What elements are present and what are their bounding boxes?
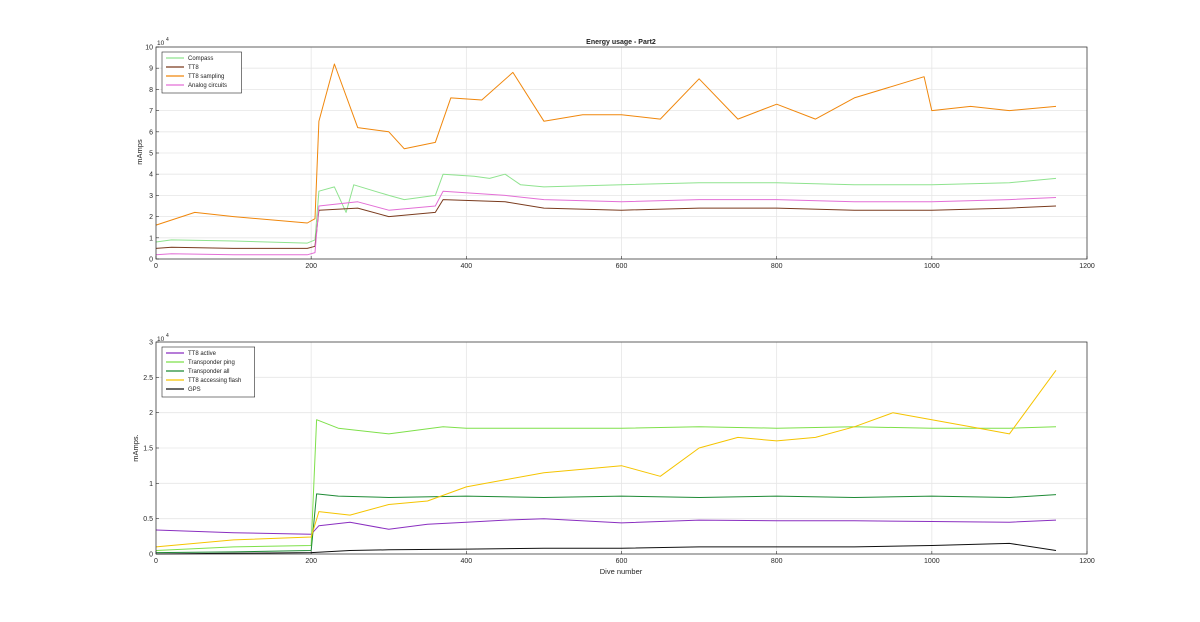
- exponent-power: 4: [166, 333, 169, 339]
- x-axis-label: Dive number: [600, 567, 643, 576]
- series-line-tt8-sampling: [155, 63, 1057, 226]
- y-tick-label: 4: [149, 172, 153, 179]
- y-tick-label: 3: [149, 340, 153, 347]
- x-tick-label: 800: [771, 263, 783, 270]
- legend: Compass TT8 TT8 sampling Analog circuits: [161, 51, 242, 94]
- x-tick-label: 0: [154, 263, 158, 270]
- energy-usage-chart: Energy usage - Part2 mAmps 10 4 0 200 400 6…: [135, 37, 1095, 270]
- legend-entry: Transponder all: [188, 369, 229, 375]
- exponent-power: 4: [166, 37, 169, 43]
- y-tick-label: 1: [149, 481, 153, 488]
- legend-entry: Compass: [188, 56, 213, 62]
- y-tick-label: 2: [149, 214, 153, 221]
- exponent-base: 10: [157, 40, 165, 47]
- y-tick-label: 2.5: [143, 375, 153, 382]
- series-line-analog-circuits: [155, 190, 1057, 256]
- y-tick-label: 6: [149, 129, 153, 136]
- x-tick-label: 1200: [1079, 263, 1095, 270]
- legend-entry: GPS: [188, 387, 201, 393]
- y-tick-label: 3: [149, 193, 153, 200]
- y-tick-label: 0: [149, 257, 153, 264]
- y-tick-label: 1.5: [143, 446, 153, 453]
- series-line-tt8-active: [155, 518, 1057, 535]
- y-tick-label: 0: [149, 552, 153, 559]
- series-line-tt8: [155, 199, 1057, 249]
- x-tick-label: 1000: [924, 558, 940, 565]
- current-draw-chart: mAmps. 10 4 Dive number 0 200 400 600 800 100…: [131, 333, 1095, 576]
- series-line-transponder-ping: [155, 419, 1057, 551]
- axes-box: [155, 341, 1088, 555]
- x-tick-label: 800: [771, 558, 783, 565]
- x-tick-label: 200: [305, 263, 317, 270]
- x-tick-label: 200: [305, 558, 317, 565]
- y-axis-exponent: 10 4: [157, 333, 169, 343]
- y-axis-label: mAmps: [135, 139, 144, 165]
- y-tick-label: 7: [149, 108, 153, 115]
- y-tick-label: 10: [145, 45, 153, 52]
- legend-entry: Transponder ping: [188, 360, 235, 366]
- x-tick-label: 400: [460, 263, 472, 270]
- x-tick-label: 400: [460, 558, 472, 565]
- x-tick-label: 1200: [1079, 558, 1095, 565]
- legend-entry: TT8 accessing flash: [188, 378, 241, 384]
- chart-title: Energy usage - Part2: [586, 39, 656, 46]
- legend-entry: TT8 active: [188, 351, 217, 357]
- legend-entry: Analog circuits: [188, 83, 227, 89]
- legend-entry: TT8: [188, 65, 199, 71]
- axes-box: [155, 46, 1088, 260]
- x-tick-label: 600: [616, 558, 628, 565]
- x-tick-label: 0: [154, 558, 158, 565]
- y-tick-label: 9: [149, 66, 153, 73]
- x-tick-label: 1000: [924, 263, 940, 270]
- series-line-gps: [155, 542, 1057, 555]
- y-tick-label: 1: [149, 235, 153, 242]
- legend-entry: TT8 sampling: [188, 74, 224, 80]
- series-line-tt8-accessing-flash: [155, 370, 1057, 548]
- exponent-base: 10: [157, 336, 165, 343]
- y-axis-label: mAmps.: [131, 434, 140, 462]
- y-tick-label: 2: [149, 410, 153, 417]
- x-tick-label: 600: [616, 263, 628, 270]
- series-line-compass: [155, 173, 1057, 244]
- y-tick-label: 0.5: [143, 516, 153, 523]
- legend-box: [161, 51, 242, 94]
- y-tick-label: 8: [149, 87, 153, 94]
- y-axis-exponent: 10 4: [157, 37, 169, 47]
- y-tick-label: 5: [149, 151, 153, 158]
- legend: TT8 active Transponder ping Transponder al…: [161, 346, 255, 398]
